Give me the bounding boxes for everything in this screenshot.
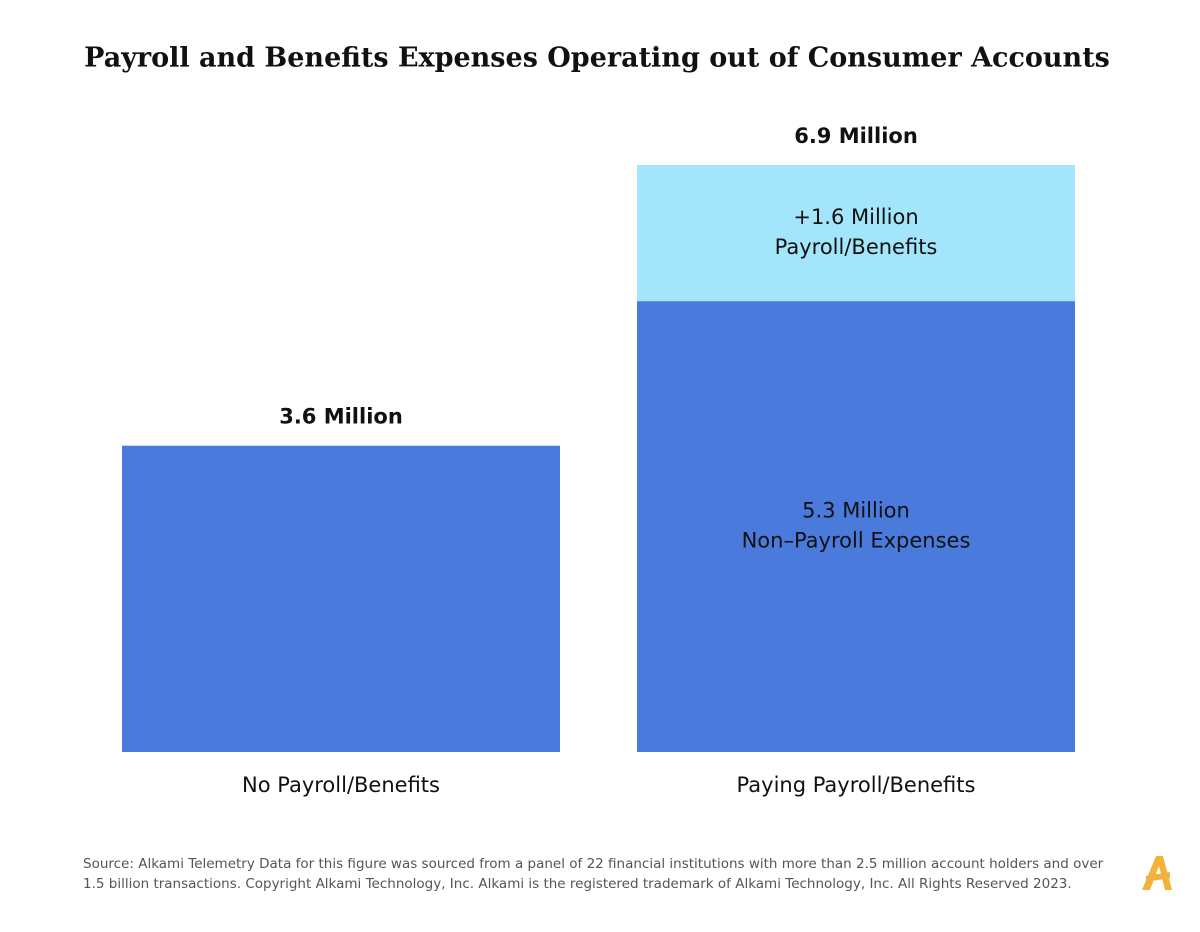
bar-segment <box>122 445 560 752</box>
total-label: 6.9 Million <box>794 124 918 148</box>
logo <box>1142 856 1172 890</box>
chart-title: Payroll and Benefits Expenses Operating … <box>84 43 1110 74</box>
bar-segment <box>637 165 1075 302</box>
segment-series-label: Non–Payroll Expenses <box>742 529 971 553</box>
segment-value-label: 5.3 Million <box>802 499 910 523</box>
x-tick-label: Paying Payroll/Benefits <box>737 773 976 797</box>
segment-value-label: +1.6 Million <box>793 205 918 229</box>
source-note: 1.5 billion transactions. Copyright Alka… <box>83 876 1072 892</box>
total-label: 3.6 Million <box>279 405 403 429</box>
bar-segment <box>637 301 1075 752</box>
segment-series-label: Payroll/Benefits <box>775 235 938 259</box>
x-tick-label: No Payroll/Benefits <box>242 773 440 797</box>
source-note: Source: Alkami Telemetry Data for this f… <box>83 856 1104 872</box>
